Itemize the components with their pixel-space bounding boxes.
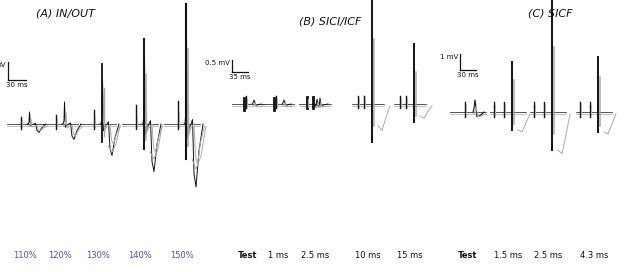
Text: 110%: 110% [13, 251, 37, 260]
Text: (A) IN/OUT: (A) IN/OUT [35, 9, 95, 19]
Text: 130%: 130% [86, 251, 110, 260]
Text: 35 ms: 35 ms [229, 74, 251, 80]
Text: Test: Test [238, 251, 258, 260]
Text: 30 ms: 30 ms [457, 72, 478, 78]
Text: 4.3 ms: 4.3 ms [580, 251, 608, 260]
Text: 2.5 ms: 2.5 ms [301, 251, 329, 260]
Text: 0.5 mV: 0.5 mV [205, 60, 230, 66]
Text: (B) SICI/ICF: (B) SICI/ICF [299, 17, 361, 27]
Text: 120%: 120% [48, 251, 72, 260]
Text: 10 ms: 10 ms [355, 251, 381, 260]
Text: 1.5 ms: 1.5 ms [494, 251, 522, 260]
Text: 1 mV: 1 mV [440, 54, 458, 60]
Text: 15 ms: 15 ms [397, 251, 423, 260]
Text: mV: mV [0, 62, 6, 68]
Text: (C) SICF: (C) SICF [527, 9, 573, 19]
Text: 150%: 150% [170, 251, 194, 260]
Text: Test: Test [459, 251, 478, 260]
Text: 2.5 ms: 2.5 ms [534, 251, 562, 260]
Text: 1 ms: 1 ms [268, 251, 288, 260]
Text: 140%: 140% [128, 251, 152, 260]
Text: 30 ms: 30 ms [6, 82, 28, 88]
